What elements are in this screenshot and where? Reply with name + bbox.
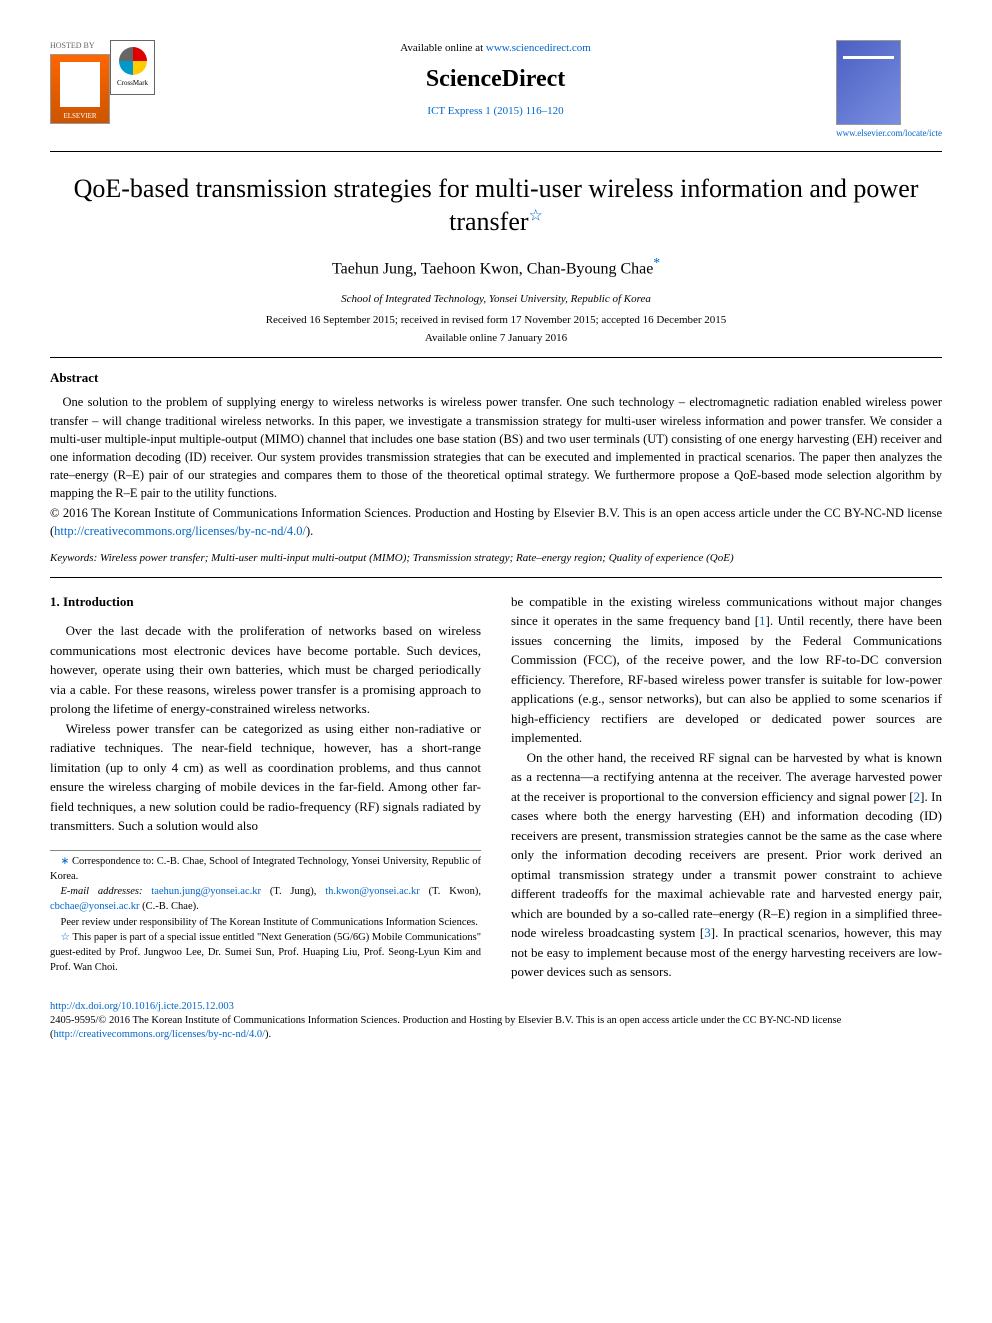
section-1-heading: 1. Introduction [50, 592, 481, 612]
email-link[interactable]: taehun.jung@yonsei.ac.kr [151, 886, 261, 897]
footnotes-block: ∗ Correspondence to: C.-B. Chae, School … [50, 850, 481, 976]
keywords-label: Keywords: [50, 552, 97, 564]
paragraph: On the other hand, the received RF signa… [511, 748, 942, 982]
author-list: Taehun Jung, Taehoon Kwon, Chan-Byoung C… [50, 253, 942, 281]
paragraph: Wireless power transfer can be categoriz… [50, 719, 481, 836]
elsevier-logo: ELSEVIER [50, 54, 110, 124]
sciencedirect-link[interactable]: www.sciencedirect.com [486, 42, 591, 54]
license-statement: © 2016 The Korean Institute of Communica… [50, 504, 942, 540]
crossmark-badge: CrossMark [110, 40, 155, 95]
paragraph: be compatible in the existing wireless c… [511, 592, 942, 748]
right-column: be compatible in the existing wireless c… [511, 592, 942, 982]
email-link[interactable]: cbchae@yonsei.ac.kr [50, 901, 140, 912]
divider [50, 357, 942, 358]
keywords-text: Wireless power transfer; Multi-user mult… [97, 552, 733, 564]
paragraph: Over the last decade with the proliferat… [50, 621, 481, 719]
body-columns: 1. Introduction Over the last decade wit… [50, 592, 942, 982]
journal-reference: ICT Express 1 (2015) 116–120 [155, 103, 836, 120]
abstract-heading: Abstract [50, 368, 942, 388]
crossmark-icon [119, 47, 147, 75]
affiliation: School of Integrated Technology, Yonsei … [50, 291, 942, 308]
hosted-by-label: HOSTED BY [50, 40, 110, 52]
divider [50, 151, 942, 152]
journal-homepage-link[interactable]: www.elsevier.com/locate/icte [836, 127, 942, 141]
corresponding-author-mark: * [653, 255, 660, 270]
online-date: Available online 7 January 2016 [50, 330, 942, 347]
keywords-line: Keywords: Wireless power transfer; Multi… [50, 550, 942, 567]
science-direct-logo: ScienceDirect [155, 61, 836, 97]
peer-review-note: Peer review under responsibility of The … [50, 916, 481, 931]
page-footer: http://dx.doi.org/10.1016/j.icte.2015.12… [50, 1000, 942, 1043]
title-footnote-mark: ☆ [529, 208, 543, 225]
submission-dates: Received 16 September 2015; received in … [50, 312, 942, 329]
left-column: 1. Introduction Over the last decade wit… [50, 592, 481, 982]
journal-cover-area: www.elsevier.com/locate/icte [836, 40, 942, 141]
available-online: Available online at www.sciencedirect.co… [155, 40, 836, 57]
elsevier-area: HOSTED BY ELSEVIER [50, 40, 110, 124]
journal-header: HOSTED BY ELSEVIER CrossMark Available o… [50, 40, 942, 141]
abstract-body: One solution to the problem of supplying… [50, 393, 942, 502]
center-header: Available online at www.sciencedirect.co… [155, 40, 836, 119]
correspondence-note: ∗ Correspondence to: C.-B. Chae, School … [50, 855, 481, 884]
license-link[interactable]: http://creativecommons.org/licenses/by-n… [54, 524, 306, 538]
divider [50, 577, 942, 578]
special-issue-note: ☆ This paper is part of a special issue … [50, 931, 481, 975]
doi-link[interactable]: http://dx.doi.org/10.1016/j.icte.2015.12… [50, 1001, 234, 1012]
license-link[interactable]: http://creativecommons.org/licenses/by-n… [54, 1029, 266, 1040]
article-title: QoE-based transmission strategies for mu… [50, 172, 942, 240]
email-addresses: E-mail addresses: taehun.jung@yonsei.ac.… [50, 885, 481, 914]
journal-cover-thumbnail [836, 40, 901, 125]
email-link[interactable]: th.kwon@yonsei.ac.kr [325, 886, 420, 897]
